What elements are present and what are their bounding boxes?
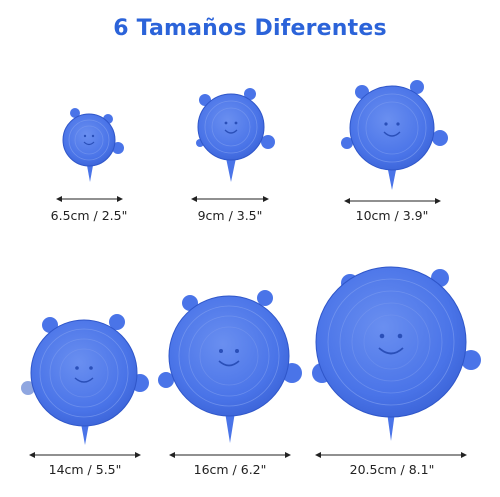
lid-3 — [341, 80, 448, 190]
lid-4 — [21, 314, 149, 445]
size-label-lid-5: 16cm / 6.2" — [193, 462, 267, 477]
lid-1 — [62, 108, 124, 182]
lid-6 — [312, 266, 481, 441]
size-label-lid-3: 10cm / 3.9" — [355, 208, 429, 223]
lid-5 — [158, 290, 302, 443]
size-label-lid-2: 9cm / 3.5" — [197, 208, 263, 223]
size-label-lid-4: 14cm / 5.5" — [48, 462, 122, 477]
size-label-lid-1: 6.5cm / 2.5" — [50, 208, 128, 223]
lid-2 — [196, 88, 275, 182]
page-title: 6 Tamaños Diferentes — [113, 16, 387, 41]
size-label-lid-6: 20.5cm / 8.1" — [349, 462, 435, 477]
